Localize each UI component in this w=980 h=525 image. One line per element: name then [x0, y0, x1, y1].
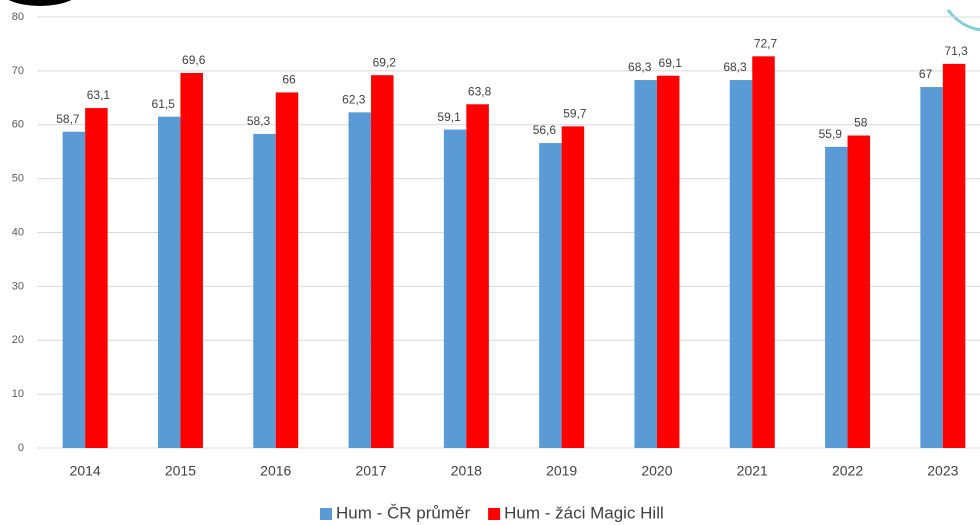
x-tick-label: 2014 — [70, 463, 101, 479]
y-tick-label: 30 — [12, 280, 24, 292]
value-label: 58,7 — [56, 112, 80, 126]
value-label: 63,1 — [87, 88, 111, 102]
bar — [729, 80, 753, 448]
value-label: 61,5 — [152, 97, 176, 111]
decor-logo — [946, 9, 980, 32]
bar — [752, 56, 775, 449]
bar — [85, 108, 108, 448]
x-tick-label: 2021 — [737, 463, 768, 479]
bar — [942, 63, 966, 449]
bar — [634, 80, 657, 448]
bar — [348, 112, 372, 448]
legend-swatch — [320, 508, 332, 520]
value-label: 72,7 — [754, 37, 778, 51]
legend-label: Hum - žáci Magic Hill — [504, 503, 664, 522]
value-label: 69,2 — [373, 55, 397, 69]
y-tick-label: 40 — [12, 226, 24, 238]
value-label: 69,1 — [659, 56, 683, 70]
value-label: 67 — [919, 67, 933, 81]
bar — [371, 75, 394, 448]
value-label: 63,8 — [468, 84, 492, 98]
x-tick-label: 2020 — [641, 463, 672, 479]
x-tick-label: 2017 — [355, 463, 386, 479]
value-label: 68,3 — [723, 60, 747, 74]
legend-swatch — [488, 508, 501, 520]
bar — [466, 104, 489, 448]
value-label: 71,3 — [944, 44, 968, 58]
bar — [656, 75, 680, 448]
y-tick-label: 10 — [12, 388, 24, 400]
y-tick-label: 0 — [18, 442, 24, 454]
x-tick-label: 2019 — [546, 463, 577, 479]
value-label: 59,7 — [563, 107, 587, 121]
x-tick-label: 2023 — [927, 463, 958, 479]
bar — [253, 133, 276, 448]
bar — [180, 73, 203, 448]
value-label: 56,6 — [533, 123, 557, 137]
value-label: 58 — [854, 116, 868, 130]
value-label: 55,9 — [819, 127, 843, 141]
value-label: 66 — [282, 73, 296, 87]
value-label: 69,6 — [182, 53, 206, 67]
bar — [443, 129, 467, 448]
y-tick-label: 50 — [12, 173, 24, 185]
value-label: 58,3 — [247, 114, 271, 128]
bar — [847, 135, 871, 448]
x-tick-label: 2016 — [260, 463, 291, 479]
x-tick-label: 2015 — [165, 463, 196, 479]
y-tick-label: 60 — [12, 119, 24, 131]
y-tick-label: 70 — [12, 65, 24, 77]
y-tick-label: 20 — [12, 334, 24, 346]
bar — [275, 92, 299, 449]
value-label: 68,3 — [628, 60, 652, 74]
bar — [920, 87, 943, 448]
legend-label: Hum - ČR průměr — [336, 503, 470, 522]
decor-blob — [8, 0, 72, 6]
value-label: 62,3 — [342, 93, 366, 107]
x-tick-label: 2018 — [451, 463, 482, 479]
bar — [62, 131, 86, 448]
bar — [539, 143, 562, 448]
x-tick-label: 2022 — [832, 463, 863, 479]
y-tick-label: 80 — [12, 11, 24, 23]
value-label: 59,1 — [437, 110, 461, 124]
bar — [157, 116, 181, 448]
bar — [825, 146, 848, 448]
bar — [561, 126, 585, 449]
